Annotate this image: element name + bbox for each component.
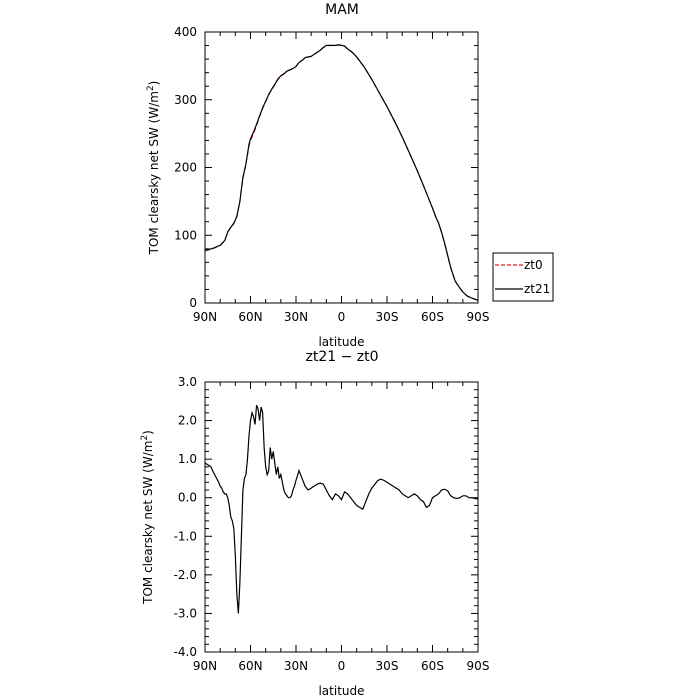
series-line-zt21: [204, 44, 479, 301]
y-axis-label: TOM clearsky net SW (W/m2): [146, 81, 161, 256]
x-tick-label: 60S: [421, 659, 444, 673]
y-tick-label: 300: [174, 93, 197, 107]
y-tick-label: -1.0: [174, 529, 197, 543]
y-axis-label: TOM clearsky net SW (W/m2): [140, 430, 155, 605]
y-tick-label: -4.0: [174, 645, 197, 659]
x-tick-label: 90S: [467, 659, 490, 673]
legend-box: [492, 252, 554, 302]
x-tick-label: 30S: [376, 310, 399, 324]
y-tick-label: 1.0: [178, 452, 197, 466]
y-tick-label: -3.0: [174, 606, 197, 620]
x-axis-label: latitude: [318, 684, 364, 698]
y-tick-label: 3.0: [178, 375, 197, 389]
y-tick-label: 100: [174, 228, 197, 242]
plot-title: MAM: [325, 2, 359, 18]
y-tick-label: 2.0: [178, 414, 197, 428]
x-tick-label: 0: [338, 310, 346, 324]
x-tick-label: 30S: [376, 659, 399, 673]
x-tick-label: 60N: [238, 659, 262, 673]
plot-title: zt21 − zt0: [305, 349, 378, 365]
legend: zt0 zt21: [492, 252, 554, 302]
y-tick-label: -2.0: [174, 568, 197, 582]
plot-frame: [204, 381, 479, 653]
x-axis-label: latitude: [318, 335, 364, 349]
x-tick-label: 0: [338, 659, 346, 673]
legend-label: zt21: [524, 282, 550, 296]
x-tick-label: 90N: [193, 310, 217, 324]
x-tick-label: 60N: [238, 310, 262, 324]
x-tick-label: 30N: [284, 659, 308, 673]
y-tick-label: 400: [174, 25, 197, 39]
top-panel-mam: MAM 90N 60N 30N 0 30S 60S 90S 0 100 200 300 400 lati…: [146, 2, 554, 349]
series-line-difference: [204, 404, 479, 614]
x-tick-label: 60S: [421, 310, 444, 324]
x-tick-label: 90N: [193, 659, 217, 673]
bottom-panel-difference: zt21 − zt0 90N 60N 30N 0 30S 60S 90S -4.0 -3.0 -2…: [140, 349, 489, 698]
x-tick-label: 30N: [284, 310, 308, 324]
x-tick-label: 90S: [467, 310, 490, 324]
y-tick-label: 200: [174, 161, 197, 175]
series-line-zt0: [204, 44, 479, 301]
y-tick-label: 0: [189, 296, 197, 310]
y-tick-label: 0.0: [178, 491, 197, 505]
plot-frame: [204, 31, 479, 304]
legend-label: zt0: [524, 258, 543, 272]
